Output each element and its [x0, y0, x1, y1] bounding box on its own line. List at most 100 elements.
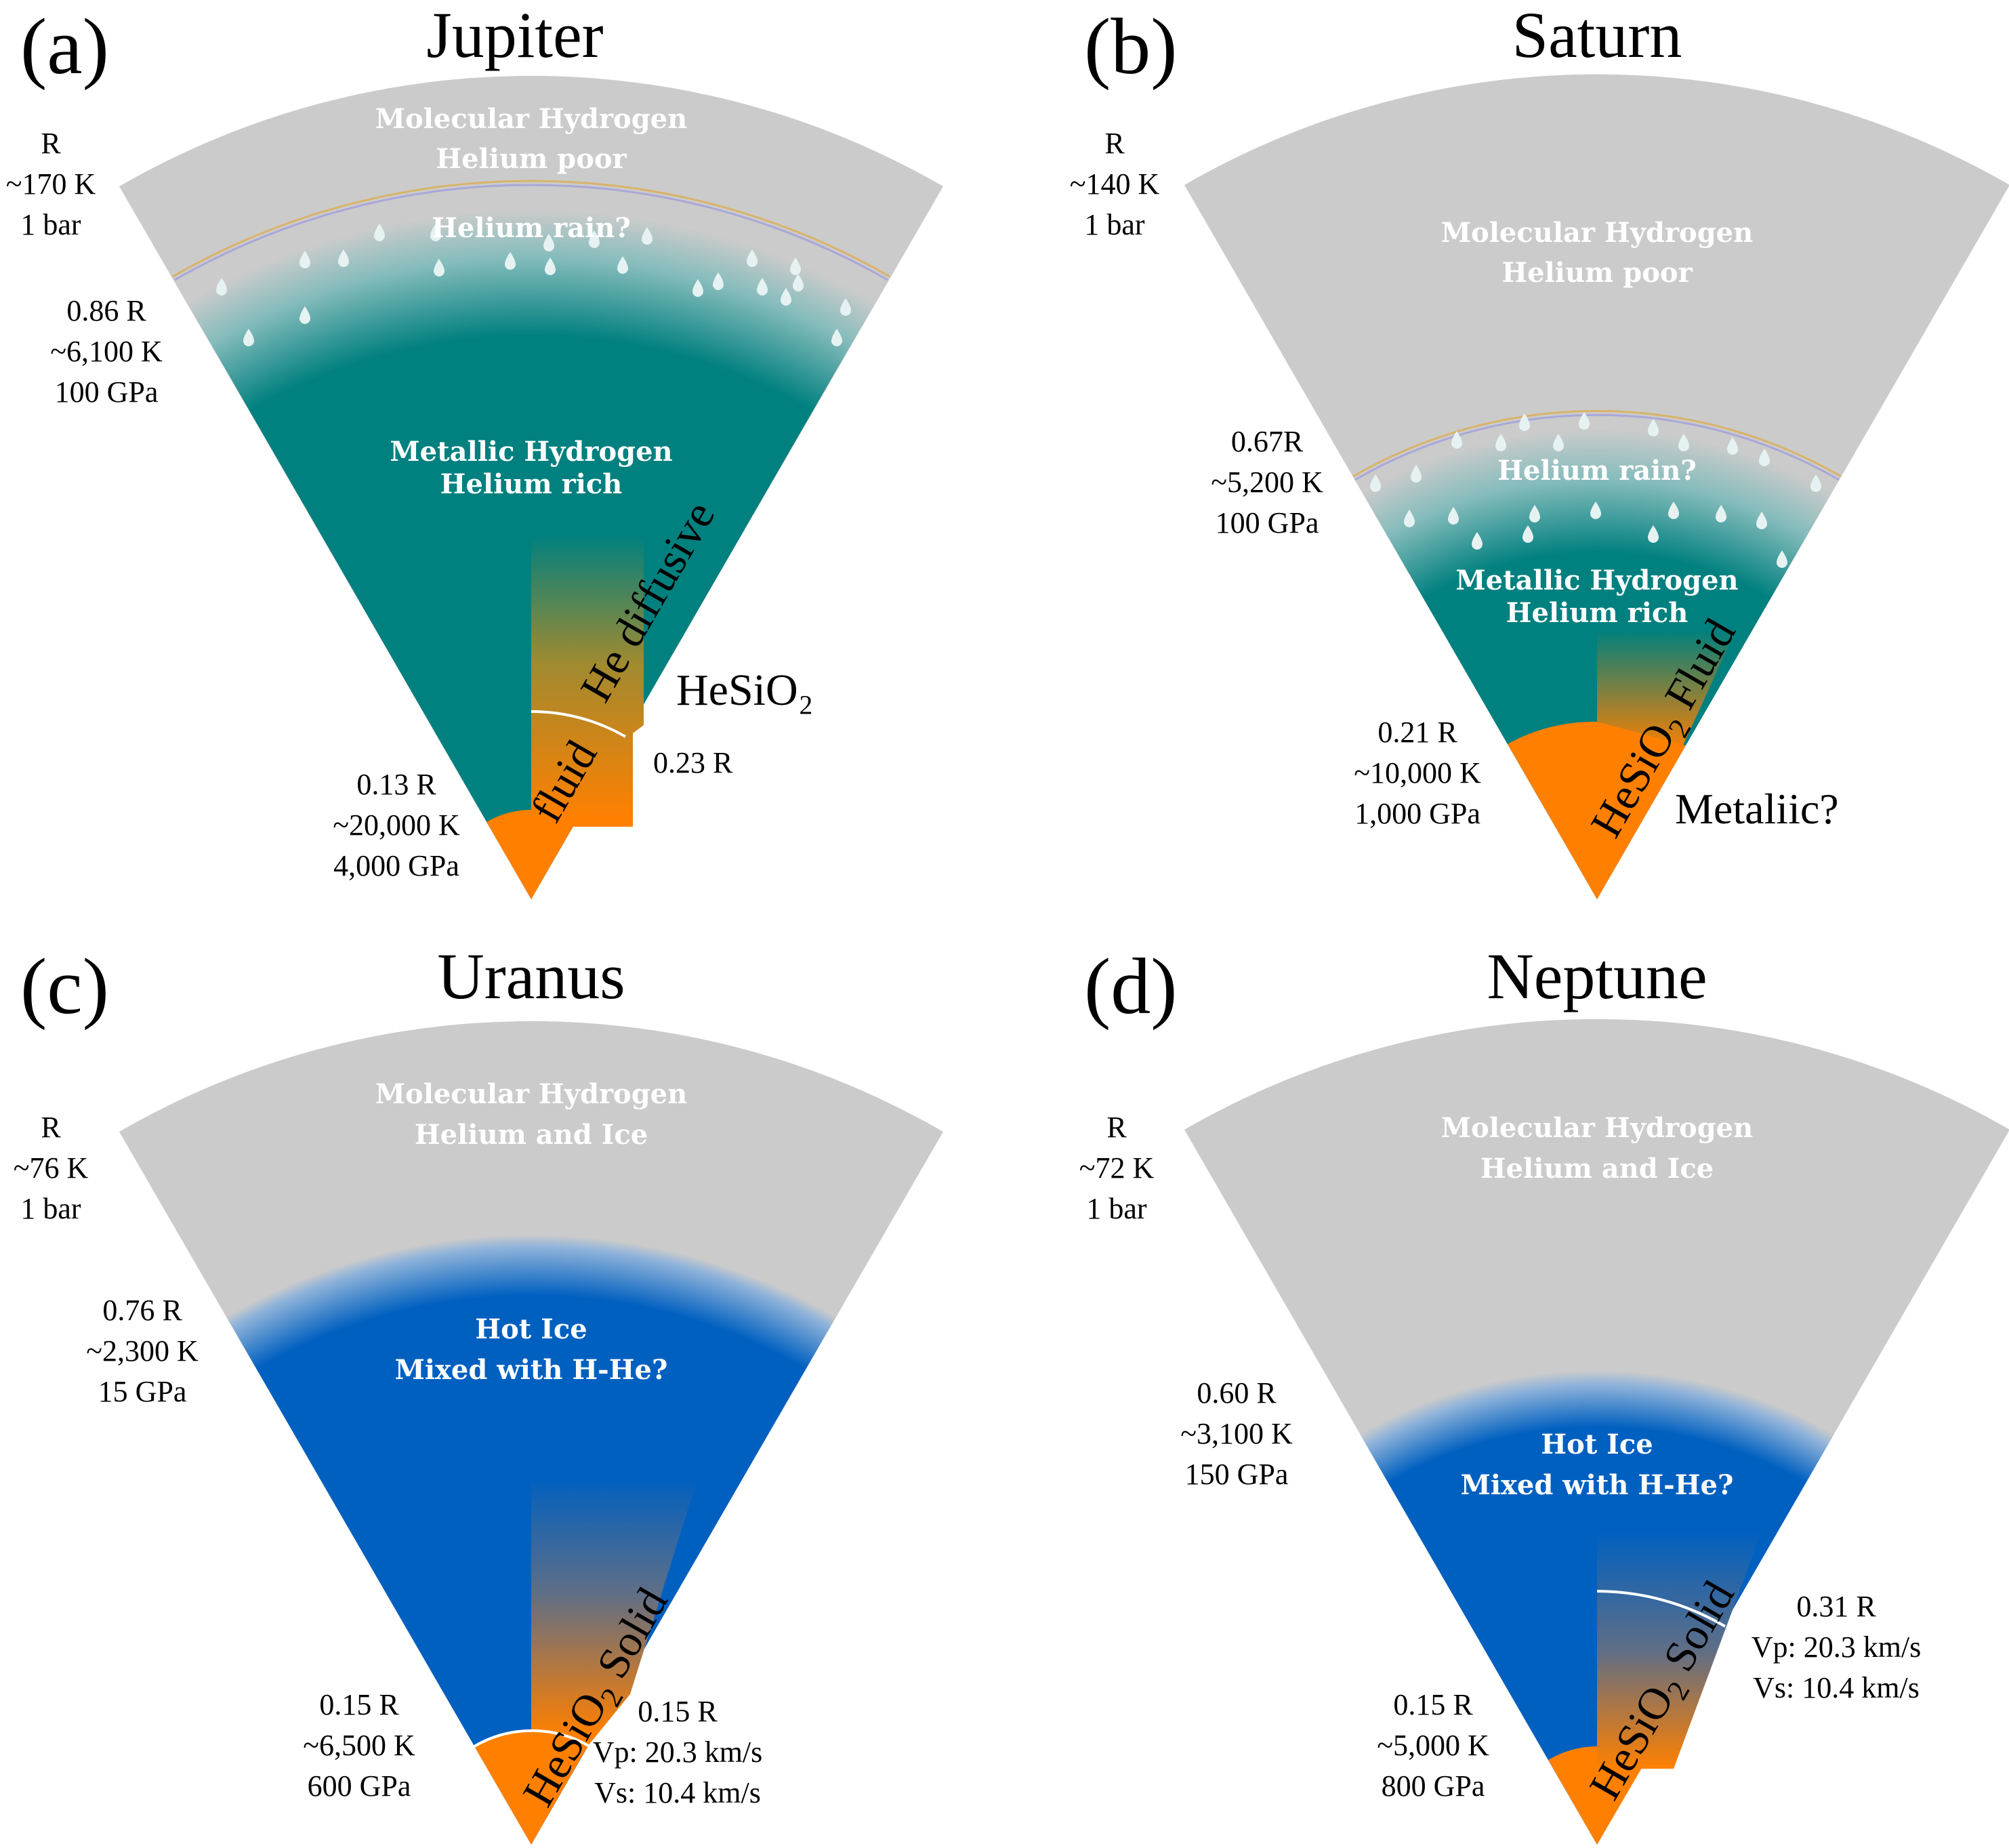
- surface-pressure: 1 bar: [20, 208, 81, 241]
- helium-rain-boundary-line: [1354, 413, 1840, 481]
- surface-temperature: ~72 K: [1079, 1151, 1155, 1185]
- s-wave-velocity: Vs: 10.4 km/s: [1753, 1671, 1920, 1704]
- rain-drop: [1777, 550, 1787, 568]
- p-wave-velocity: Vp: 20.3 km/s: [1752, 1630, 1922, 1664]
- rain-drop: [1756, 512, 1767, 529]
- helium-rain-label: Helium rain?: [432, 212, 631, 244]
- helium-rain-drops: [216, 224, 851, 346]
- rain-drop: [840, 298, 851, 316]
- helium-rain-boundary-line: [174, 184, 888, 281]
- panel-label: (c): [20, 942, 109, 1031]
- core-column: [531, 1477, 698, 1694]
- seismic-radius: 0.31 R: [1796, 1590, 1876, 1623]
- rain-drop: [1472, 532, 1483, 550]
- surface-pressure: 1 bar: [1084, 208, 1145, 241]
- rain-drop: [757, 278, 768, 295]
- rain-drop: [505, 252, 516, 270]
- helium-rain-label: Helium rain?: [1497, 455, 1697, 487]
- boundary-temperature: ~3,100 K: [1180, 1417, 1293, 1450]
- surface-temperature: ~76 K: [14, 1151, 89, 1185]
- boundary-pressure: 150 GPa: [1185, 1458, 1289, 1491]
- rain-drop: [299, 251, 310, 268]
- compound-label: HeSiO₂: [676, 665, 814, 715]
- rain-drop: [1523, 525, 1533, 543]
- phase-question-label: Metaliic?: [1675, 785, 1839, 833]
- panel-neptune: (d) Neptune Molecular Hydrogen Helium an…: [1079, 940, 2009, 1845]
- rain-drop: [1759, 449, 1770, 466]
- seismic-radius: 0.15 R: [638, 1695, 718, 1728]
- boundary-temperature: ~5,200 K: [1211, 466, 1323, 499]
- layer-label: Molecular Hydrogen: [1441, 1112, 1753, 1144]
- panel-title: Jupiter: [426, 0, 603, 71]
- rain-drop: [1716, 505, 1726, 522]
- rain-drop: [831, 329, 842, 346]
- rain-drop: [589, 230, 600, 248]
- surface-radius: R: [41, 127, 61, 160]
- rain-drop: [747, 249, 758, 267]
- rain-drop: [1727, 437, 1738, 455]
- boundary-pressure: 100 GPa: [55, 375, 159, 409]
- p-wave-velocity: Vp: 20.3 km/s: [593, 1736, 763, 1769]
- panel-label: (b): [1084, 2, 1178, 91]
- panel-label: (d): [1084, 942, 1178, 1031]
- rain-drop: [543, 234, 554, 251]
- layer-label: Helium poor: [1501, 257, 1693, 289]
- core-pressure: 800 GPa: [1382, 1769, 1485, 1803]
- rain-drop: [1370, 474, 1381, 492]
- boundary-pressure: 100 GPa: [1216, 506, 1319, 539]
- panel-saturn: (b) Saturn: [1070, 0, 2009, 899]
- rain-drop: [1678, 434, 1689, 451]
- core-region: [1548, 1746, 1597, 1845]
- radius-label: 0.23 R: [653, 746, 733, 779]
- helium-rain-drops: [1370, 412, 1821, 568]
- panel-title: Uranus: [437, 940, 625, 1012]
- boundary-temperature: ~2,300 K: [86, 1334, 199, 1368]
- boundary-radius: 0.60 R: [1197, 1376, 1277, 1410]
- surface-radius: R: [1106, 1111, 1127, 1144]
- surface-temperature: ~140 K: [1070, 167, 1160, 201]
- rain-drop: [793, 274, 804, 291]
- core-region: [531, 712, 622, 899]
- core-pressure: 4,000 GPa: [333, 849, 459, 882]
- surface-pressure: 1 bar: [20, 1192, 81, 1225]
- core-region: [1597, 722, 1686, 899]
- core-radius: 0.13 R: [356, 768, 436, 801]
- rain-drop: [1648, 419, 1659, 436]
- solid-boundary-arc: [1596, 1590, 1726, 1628]
- core-temperature: ~6,500 K: [303, 1729, 415, 1762]
- core-region: [1508, 721, 1597, 899]
- boundary-pressure: 15 GPa: [98, 1375, 187, 1408]
- fluid-boundary-arc: [531, 710, 626, 738]
- layer-label: Hot Ice: [475, 1313, 587, 1345]
- rain-drop: [1579, 412, 1590, 430]
- rain-drop: [1411, 465, 1422, 482]
- rain-drop: [1495, 434, 1506, 451]
- panel-title: Neptune: [1487, 940, 1707, 1012]
- rain-drop: [338, 249, 349, 267]
- rain-drop: [1590, 501, 1601, 519]
- helium-rain-boundary-line: [1352, 410, 1842, 478]
- rain-drop: [1668, 501, 1679, 519]
- core-temperature: ~5,000 K: [1377, 1729, 1489, 1762]
- rain-drop: [1810, 474, 1821, 492]
- rain-drop: [790, 258, 801, 275]
- rain-drop: [781, 288, 791, 306]
- layer-label: Helium and Ice: [1480, 1153, 1714, 1185]
- rain-drop: [1404, 510, 1415, 527]
- layer-label: Hot Ice: [1541, 1429, 1653, 1460]
- rain-drop: [713, 272, 724, 290]
- layer-label: Helium and Ice: [415, 1119, 648, 1151]
- core-region: [531, 1694, 630, 1845]
- layer-label: Molecular Hydrogen: [1441, 217, 1753, 249]
- layer-label: Molecular Hydrogen: [375, 103, 687, 135]
- surface-radius: R: [41, 1111, 61, 1144]
- rain-drop: [374, 224, 385, 241]
- rain-drop: [430, 224, 441, 241]
- rain-drop: [216, 278, 227, 295]
- solid-boundary-arc: [473, 1729, 591, 1748]
- rain-drop: [1519, 413, 1530, 431]
- boundary-radius: 0.76 R: [102, 1294, 182, 1327]
- layer-label: Mixed with H-He?: [395, 1354, 668, 1386]
- boundary-radius: 0.67R: [1231, 425, 1304, 458]
